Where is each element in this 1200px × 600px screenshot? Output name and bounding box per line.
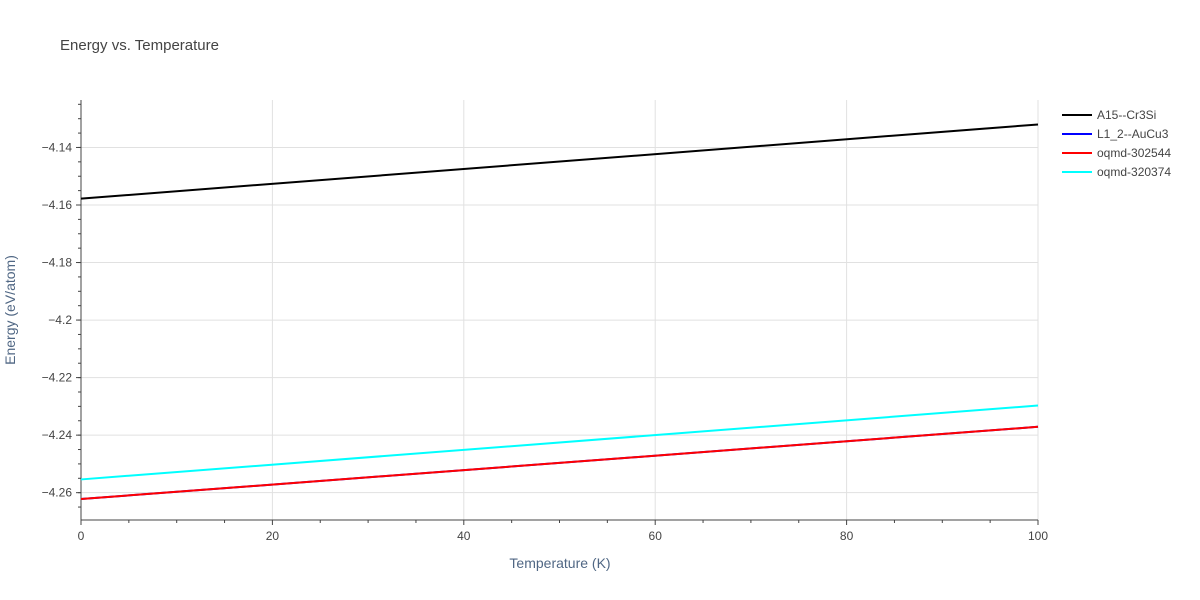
legend-item[interactable]: oqmd-320374 <box>1062 165 1171 179</box>
y-tick-label: −4.22 <box>42 371 73 385</box>
y-tick-label: −4.2 <box>48 313 72 327</box>
y-tick-label: −4.18 <box>42 256 73 270</box>
legend-label: oqmd-302544 <box>1097 146 1171 160</box>
series-line-a15-cr3si <box>80 123 1039 200</box>
x-tick-label: 20 <box>266 529 280 543</box>
series-line-oqmd-302544 <box>80 425 1039 500</box>
series-line-oqmd-320374 <box>80 404 1039 481</box>
x-tick-label: 60 <box>649 529 663 543</box>
x-axis-title: Temperature (K) <box>509 555 610 571</box>
y-tick-label: −4.24 <box>42 428 73 442</box>
grid-lines <box>81 100 1039 520</box>
legend-label: L1_2--AuCu3 <box>1097 127 1169 141</box>
legend-item[interactable]: oqmd-302544 <box>1062 146 1171 160</box>
x-tick-label: 0 <box>78 529 85 543</box>
x-tick-label: 80 <box>840 529 854 543</box>
y-tick-label: −4.26 <box>42 486 73 500</box>
series-lines <box>80 123 1039 500</box>
legend-item[interactable]: A15--Cr3Si <box>1062 108 1156 122</box>
axes <box>80 100 1038 521</box>
y-axis-title: Energy (eV/atom) <box>2 255 18 365</box>
y-tick-label: −4.14 <box>42 140 73 154</box>
legend-label: A15--Cr3Si <box>1097 108 1156 122</box>
chart-title: Energy vs. Temperature <box>60 37 219 54</box>
x-axis-ticks: 0 20 40 60 80 100 <box>78 520 1048 543</box>
legend-item[interactable]: L1_2--AuCu3 <box>1062 127 1169 141</box>
y-axis-ticks: −4.14 −4.16 −4.18 −4.2 −4.22 −4.24 −4.26 <box>42 103 81 508</box>
legend-label: oqmd-320374 <box>1097 165 1171 179</box>
y-tick-label: −4.16 <box>42 198 73 212</box>
x-tick-label: 40 <box>457 529 471 543</box>
legend: A15--Cr3Si L1_2--AuCu3 oqmd-302544 oqmd-320… <box>1062 108 1171 179</box>
x-tick-label: 100 <box>1028 529 1048 543</box>
